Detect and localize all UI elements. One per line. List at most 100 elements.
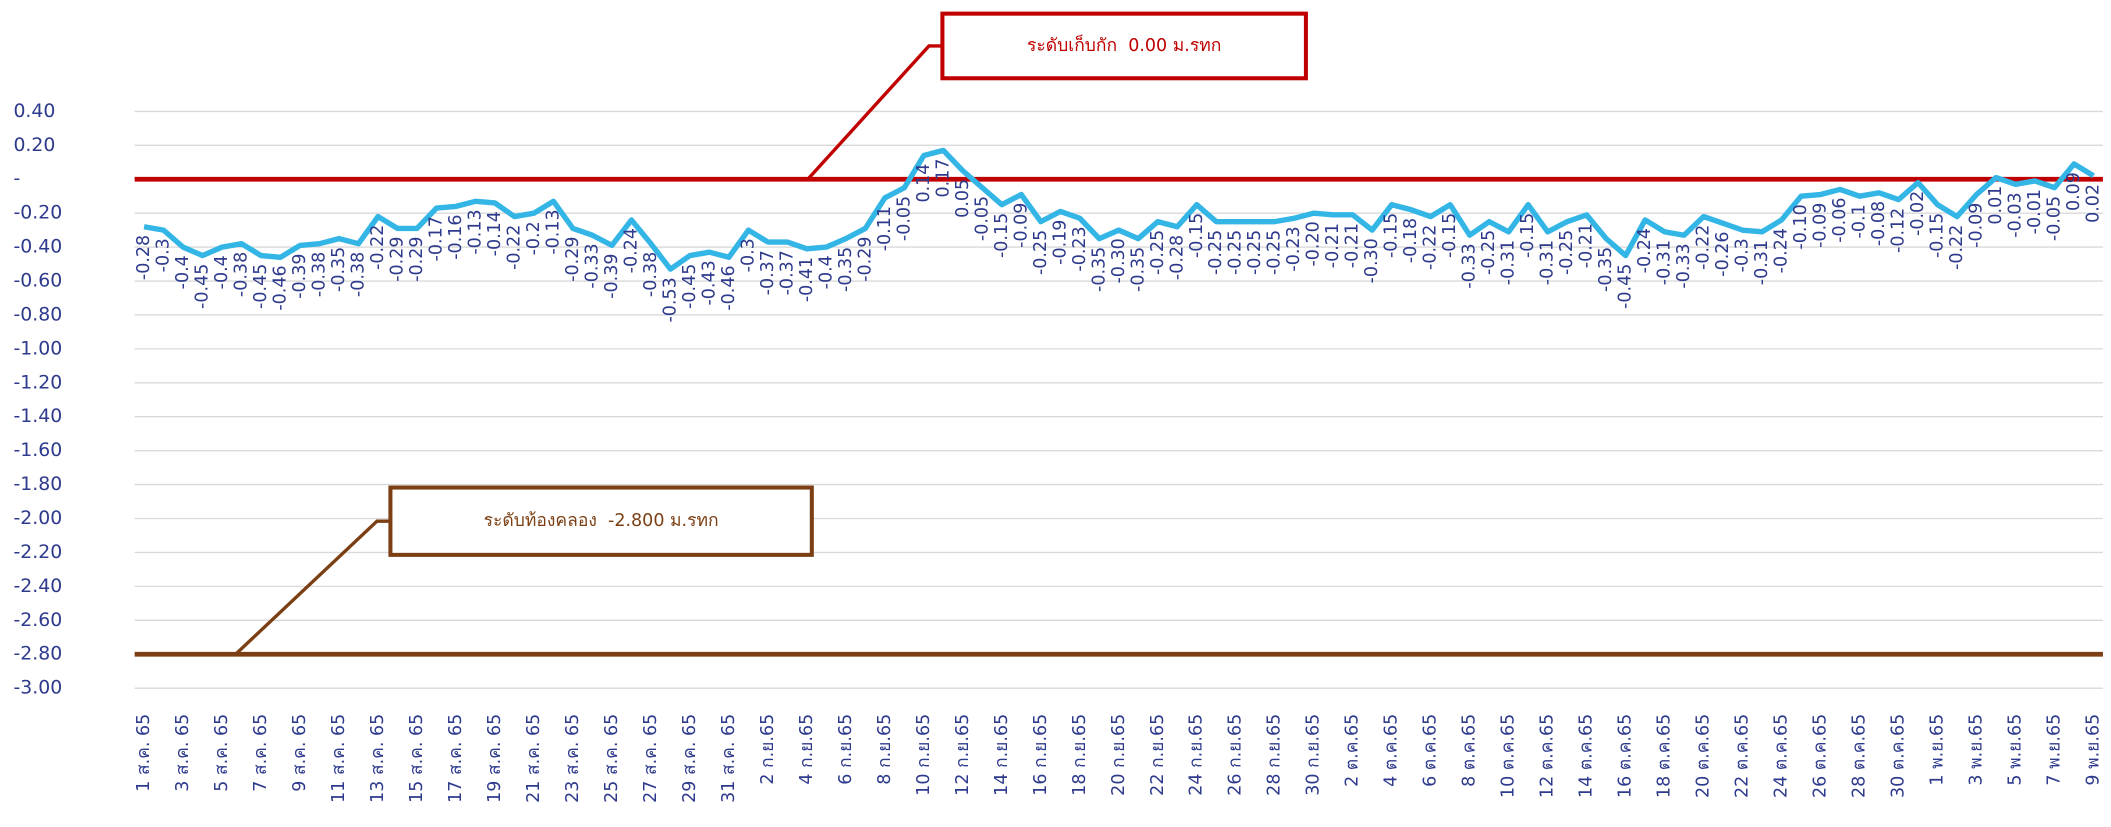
data-label: -0.17 (426, 216, 446, 261)
data-label: -0.31 (1752, 240, 1772, 285)
data-label: -0.35 (836, 247, 856, 292)
x-tick-label: 27 ส.ค. 65 (641, 714, 661, 803)
y-tick-label: -1.60 (13, 440, 62, 461)
x-tick-label: 5 ส.ค. 65 (212, 714, 232, 792)
x-tick-label: 14 ก.ย.65 (992, 714, 1012, 796)
data-label: -0.35 (1128, 247, 1148, 292)
x-tick-label: 22 ต.ค.65 (1733, 714, 1753, 798)
x-tick-label: 17 ส.ค. 65 (446, 714, 466, 803)
x-tick-label: 3 พ.ย.65 (1967, 714, 1987, 786)
x-tick-label: 2 ต.ค.65 (1343, 714, 1363, 787)
data-label: -0.25 (1031, 230, 1051, 275)
x-tick-label: 23 ส.ค. 65 (563, 714, 583, 803)
x-tick-label: 7 พ.ย.65 (2045, 714, 2065, 786)
data-label: -0.41 (797, 257, 817, 302)
x-tick-label: 14 ต.ค.65 (1577, 714, 1597, 798)
x-tick-label: 12 ก.ย.65 (953, 714, 973, 796)
x-tick-label: 10 ต.ค.65 (1499, 714, 1519, 798)
data-label: -0.45 (251, 264, 271, 309)
x-tick-label: 28 ต.ค.65 (1850, 714, 1870, 798)
data-label: -0.24 (1772, 228, 1792, 273)
data-label: -0.29 (407, 237, 427, 282)
data-label: -0.25 (1265, 230, 1285, 275)
data-label: -0.35 (1089, 247, 1109, 292)
data-label: -0.45 (193, 264, 213, 309)
data-label: -0.22 (1694, 225, 1714, 270)
callout-box (388, 485, 814, 557)
data-label: -0.20 (1304, 221, 1324, 266)
data-label: -0.18 (1401, 218, 1421, 263)
data-label: 0.05 (953, 179, 973, 218)
callout-label: ระดับเก็บกัก 0.00 ม.รทก (1027, 34, 1221, 56)
data-label: -0.53 (660, 277, 680, 322)
x-tick-label: 11 ส.ค. 65 (329, 714, 349, 803)
data-label: -0.30 (1362, 238, 1382, 283)
x-tick-label: 9 ส.ค. 65 (290, 714, 310, 792)
x-tick-label: 6 ต.ค.65 (1421, 714, 1441, 787)
callout-box (940, 11, 1308, 81)
x-tick-label: 26 ก.ย.65 (1226, 714, 1246, 796)
data-label: -0.35 (1596, 247, 1616, 292)
data-label: -0.45 (680, 264, 700, 309)
data-label: -0.09 (1011, 203, 1031, 248)
data-label: -0.33 (1674, 243, 1694, 288)
y-tick-label: -0.60 (13, 271, 62, 292)
x-tick-label: 5 พ.ย.65 (2006, 714, 2026, 786)
data-label: -0.23 (1070, 226, 1090, 271)
y-tick-label: -2.80 (13, 644, 62, 665)
data-label: -0.39 (290, 253, 310, 298)
data-label: -0.25 (1557, 230, 1577, 275)
callout-label: ระดับท้องคลอง -2.800 ม.รทก (484, 511, 719, 531)
y-tick-label: -1.00 (13, 338, 62, 359)
data-label: -0.31 (1655, 240, 1675, 285)
data-label: -0.05 (972, 196, 992, 241)
data-label: 0.01 (1986, 186, 2006, 225)
data-label: -0.15 (1518, 213, 1538, 258)
callout-connector (234, 519, 391, 656)
y-tick-label: -2.00 (13, 508, 62, 529)
data-label: -0.15 (1440, 213, 1460, 258)
data-label: -0.43 (699, 260, 719, 305)
data-label: -0.45 (1616, 264, 1636, 309)
data-label: -0.31 (1499, 240, 1519, 285)
x-tick-label: 30 ต.ค.65 (1889, 714, 1909, 798)
x-tick-label: 9 พ.ย.65 (2083, 714, 2103, 786)
data-label: -0.11 (875, 206, 895, 251)
x-tick-label: 3 ส.ค. 65 (173, 714, 193, 792)
data-label: -0.08 (1869, 201, 1889, 246)
data-label: -0.10 (1791, 204, 1811, 249)
data-label: -0.24 (1635, 228, 1655, 273)
x-tick-label: 19 ส.ค. 65 (485, 714, 505, 803)
x-tick-label: 16 ต.ค.65 (1616, 714, 1636, 798)
data-label: -0.22 (504, 225, 524, 270)
data-label: -0.2 (524, 221, 544, 255)
x-tick-label: 24 ก.ย.65 (1187, 714, 1207, 796)
data-label: -0.03 (2006, 192, 2026, 237)
data-label: -0.02 (1908, 191, 1928, 236)
data-label: -0.12 (1889, 208, 1909, 253)
data-label: -0.13 (543, 209, 563, 254)
data-label: -0.38 (641, 252, 661, 297)
data-label: -0.14 (485, 211, 505, 256)
y-tick-label: 0.20 (13, 135, 55, 156)
data-label: -0.09 (1967, 203, 1987, 248)
data-label: -0.28 (134, 235, 154, 280)
data-label: -0.4 (173, 255, 193, 289)
data-label: 0.09 (2064, 172, 2084, 211)
data-label: -0.3 (1733, 238, 1753, 272)
data-label: -0.01 (2025, 189, 2045, 234)
y-tick-label: -0.40 (13, 237, 62, 258)
x-tick-label: 26 ต.ค.65 (1811, 714, 1831, 798)
data-label: 0.17 (933, 158, 953, 197)
y-tick-label: -3.00 (13, 678, 62, 699)
data-label: -0.21 (1577, 223, 1597, 268)
y-tick-label: -0.20 (13, 203, 62, 224)
data-label: -0.15 (1928, 213, 1948, 258)
x-tick-label: 18 ต.ค.65 (1655, 714, 1675, 798)
data-label: -0.37 (777, 250, 797, 295)
data-label: -0.26 (1713, 231, 1733, 276)
data-label: -0.33 (582, 243, 602, 288)
x-tick-label: 30 ก.ย.65 (1304, 714, 1324, 796)
data-label: -0.33 (1460, 243, 1480, 288)
data-label: -0.05 (894, 196, 914, 241)
